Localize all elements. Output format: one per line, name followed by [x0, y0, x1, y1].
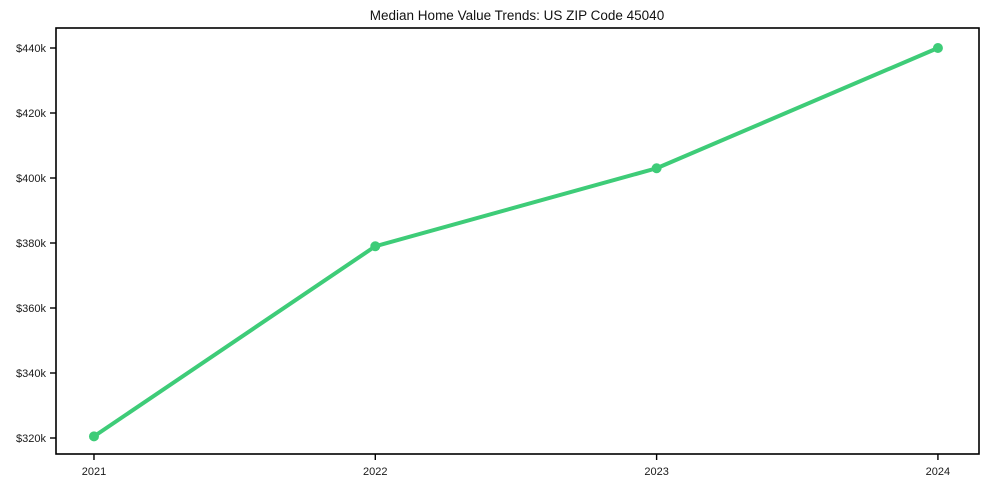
y-tick-label: $360k — [16, 303, 46, 315]
data-point-marker — [932, 43, 943, 54]
y-tick-label: $340k — [16, 368, 46, 380]
plot-area — [56, 28, 979, 454]
y-tick-label: $420k — [16, 108, 46, 120]
data-series-group — [88, 43, 943, 442]
data-point-marker — [370, 241, 381, 252]
x-axis: 2021 2022 2023 2024 — [82, 454, 950, 478]
data-point-marker — [651, 163, 662, 174]
y-tick-label: $400k — [16, 173, 46, 185]
y-tick-label: $320k — [16, 433, 46, 445]
x-tick-label: 2023 — [644, 466, 668, 478]
series-line — [91, 46, 940, 439]
chart-title: Median Home Value Trends: US ZIP Code 45… — [370, 8, 664, 23]
data-point-marker — [88, 431, 99, 442]
x-tick-label: 2021 — [82, 466, 106, 478]
x-tick-label: 2022 — [363, 466, 387, 478]
plot-border — [55, 27, 980, 455]
y-tick-label: $440k — [16, 43, 46, 55]
x-tick-label: 2024 — [926, 466, 950, 478]
y-tick-label: $380k — [16, 238, 46, 250]
y-axis: $320k $340k $360k $380k $400k $420k $440k — [16, 43, 56, 445]
